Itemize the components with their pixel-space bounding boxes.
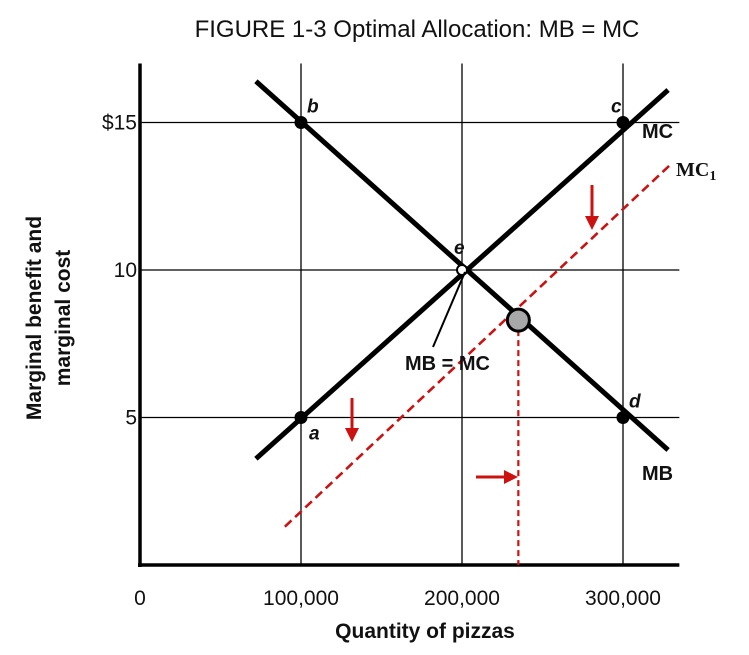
- point-label-a: a: [309, 424, 320, 445]
- point-label-e: e: [454, 238, 465, 259]
- y-axis-label: Marginal benefit and marginal cost: [23, 216, 75, 420]
- down-arrow-upper: [585, 185, 599, 230]
- series-line-mc1: [284, 162, 673, 528]
- x-tick-label-100000: 100,000: [263, 587, 339, 610]
- mc1-curve-label: MC1: [676, 159, 716, 184]
- x-axis-label: Quantity of pizzas: [335, 620, 515, 643]
- x-tick-label-200000: 200,000: [424, 587, 500, 610]
- y-tick-label-10: 10: [114, 259, 137, 282]
- y-tick-label-5: 5: [125, 407, 137, 430]
- mb-eq-mc-leader-line: [432, 271, 466, 348]
- point-label-c: c: [611, 97, 622, 118]
- point-e: [456, 264, 468, 276]
- axes: [138, 63, 680, 567]
- mc1-label-main: MC: [676, 159, 709, 181]
- new-equilibrium-point: [505, 307, 531, 333]
- point-label-d: d: [629, 392, 641, 413]
- mb-curve-label: MB: [642, 463, 673, 485]
- point-c: [616, 116, 630, 129]
- grid-lines: [140, 63, 680, 565]
- tick-labels: 0 100,000 200,000 300,000 5 10 $15: [102, 112, 661, 611]
- x-tick-label-0: 0: [134, 587, 146, 610]
- point-b: [294, 116, 308, 129]
- down-arrow-lower: [345, 398, 359, 442]
- point-d: [616, 411, 630, 424]
- y-tick-label-15: $15: [102, 112, 137, 135]
- mc-curve-label: MC: [642, 121, 673, 143]
- point-label-b: b: [307, 97, 319, 118]
- mb-eq-mc-label: MB = MC: [405, 353, 490, 375]
- right-arrow: [476, 470, 518, 484]
- data-points: a b c d e: [294, 97, 641, 445]
- y-axis-label-line1: Marginal benefit and: [23, 216, 46, 420]
- y-axis-label-line2: marginal cost: [52, 250, 75, 387]
- shift-arrows: [345, 185, 599, 484]
- x-tick-label-300000: 300,000: [585, 587, 661, 610]
- mc1-label-subscript: 1: [709, 169, 716, 184]
- series-lines: [254, 79, 673, 565]
- point-a: [294, 411, 308, 424]
- chart-title: FIGURE 1-3 Optimal Allocation: MB = MC: [195, 16, 640, 43]
